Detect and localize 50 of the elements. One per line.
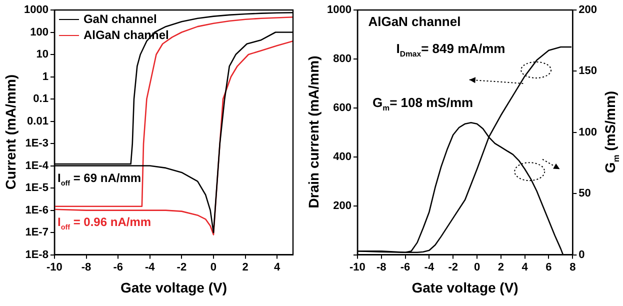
x-tick-label: 2 xyxy=(498,261,504,274)
x-tick-label: -8 xyxy=(376,261,386,274)
x-tick-label: -2 xyxy=(176,261,187,274)
y2-tick-label: 0 xyxy=(578,248,585,261)
y2-tick-label: 100 xyxy=(578,126,598,138)
annotation: I$_{off}$ = 69 nA/mm xyxy=(57,170,142,188)
y-tick-label: 400 xyxy=(333,150,352,163)
y2-tick-label: 50 xyxy=(578,188,591,200)
legend-label: GaN channel xyxy=(83,12,157,26)
x-tick-label: -4 xyxy=(144,261,156,274)
annotation: AlGaN channel xyxy=(368,14,461,30)
x-tick-label: -8 xyxy=(81,261,92,274)
y-axis-title: Current (mA/mm) xyxy=(2,74,19,190)
y-tick-label: 10 xyxy=(36,48,48,61)
y-axis-title: Drain current (mA/mm) xyxy=(305,56,322,209)
y-tick-label: 1E-6 xyxy=(25,204,48,216)
y-tick-label: 1000 xyxy=(326,4,352,16)
y-tick-label: 0.01 xyxy=(27,115,48,128)
y-tick-label: 1E-5 xyxy=(25,182,48,194)
y-tick-label: 800 xyxy=(333,52,352,65)
x-tick-label: 0 xyxy=(210,261,217,274)
x-tick-label: -10 xyxy=(46,261,62,274)
x-tick-label: 4 xyxy=(274,261,282,274)
y-tick-label: 1E-4 xyxy=(25,160,50,172)
x-tick-label: 4 xyxy=(522,261,529,274)
y-tick-label: 1E-7 xyxy=(25,226,48,239)
y-tick-label: 1 xyxy=(42,70,48,83)
y-tick-label: 1E-8 xyxy=(25,248,48,261)
x-tick-label: 2 xyxy=(242,261,248,274)
annotation: I$_{Dmax}$= 849 mA/mm xyxy=(396,40,506,59)
y-tick-label: 1E-3 xyxy=(25,138,48,150)
x-tick-label: -6 xyxy=(400,261,410,274)
x-axis-title: Gate voltage (V) xyxy=(412,280,518,296)
x-tick-label: 6 xyxy=(546,261,552,274)
x-tick-label: 0 xyxy=(474,261,480,274)
y-tick-label: 1000 xyxy=(24,4,48,16)
y-tick-label: 100 xyxy=(30,26,48,38)
y2-tick-label: 150 xyxy=(578,65,598,78)
annotation: I$_{off}$ = 0.96 nA/mm xyxy=(57,215,152,232)
x-axis-title: Gate voltage (V) xyxy=(120,280,228,296)
x-tick-label: -6 xyxy=(113,261,123,274)
x-tick-label: -2 xyxy=(448,261,458,274)
x-tick-label: -10 xyxy=(350,261,366,274)
y-tick-label: 0.1 xyxy=(33,93,48,106)
y2-tick-label: 200 xyxy=(578,4,598,16)
x-tick-label: 8 xyxy=(570,261,576,274)
annotation: G$_{m}$= 108 mS/mm xyxy=(372,94,474,113)
x-tick-label: -4 xyxy=(424,261,435,274)
y-tick-label: 600 xyxy=(333,102,352,114)
y-tick-label: 200 xyxy=(333,200,352,212)
